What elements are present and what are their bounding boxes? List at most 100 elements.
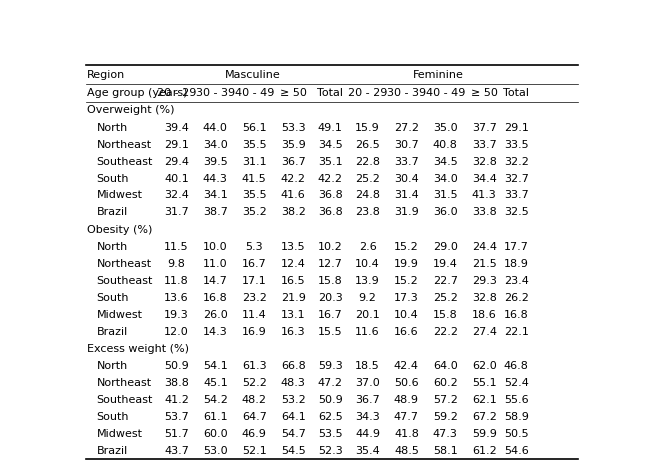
Text: 53.3: 53.3	[281, 123, 306, 133]
Text: Midwest: Midwest	[97, 190, 143, 200]
Text: 37.7: 37.7	[471, 123, 497, 133]
Text: 19.4: 19.4	[433, 259, 458, 269]
Text: 11.5: 11.5	[164, 242, 189, 252]
Text: 25.2: 25.2	[433, 293, 458, 303]
Text: 18.5: 18.5	[355, 361, 380, 371]
Text: 33.8: 33.8	[472, 207, 497, 217]
Text: 13.1: 13.1	[281, 310, 306, 320]
Text: 35.1: 35.1	[318, 157, 342, 167]
Text: 21.5: 21.5	[472, 259, 497, 269]
Text: 41.8: 41.8	[394, 429, 419, 439]
Text: ≥ 50: ≥ 50	[280, 88, 306, 98]
Text: 15.9: 15.9	[355, 123, 380, 133]
Text: 33.7: 33.7	[394, 157, 419, 167]
Text: 66.8: 66.8	[281, 361, 306, 371]
Text: Masculine: Masculine	[224, 70, 281, 80]
Text: 16.6: 16.6	[394, 327, 419, 336]
Text: 22.2: 22.2	[433, 327, 458, 336]
Text: 53.0: 53.0	[203, 446, 228, 456]
Text: 35.5: 35.5	[242, 190, 266, 200]
Text: 11.4: 11.4	[242, 310, 266, 320]
Text: 31.5: 31.5	[433, 190, 457, 200]
Text: 64.0: 64.0	[433, 361, 458, 371]
Text: 17.1: 17.1	[242, 276, 266, 286]
Text: 50.6: 50.6	[394, 378, 419, 388]
Text: 15.8: 15.8	[318, 276, 342, 286]
Text: 54.5: 54.5	[281, 446, 306, 456]
Text: 12.0: 12.0	[164, 327, 189, 336]
Text: 46.8: 46.8	[504, 361, 529, 371]
Text: 13.9: 13.9	[355, 276, 380, 286]
Text: 13.5: 13.5	[281, 242, 306, 252]
Text: 34.5: 34.5	[433, 157, 458, 167]
Text: 62.1: 62.1	[472, 395, 497, 405]
Text: 15.2: 15.2	[394, 242, 419, 252]
Text: 55.1: 55.1	[472, 378, 497, 388]
Text: 32.4: 32.4	[164, 190, 189, 200]
Text: 39.5: 39.5	[203, 157, 228, 167]
Text: 54.6: 54.6	[504, 446, 529, 456]
Text: 30.7: 30.7	[394, 139, 419, 150]
Text: 16.7: 16.7	[318, 310, 342, 320]
Text: 32.7: 32.7	[504, 174, 529, 183]
Text: 20 - 29: 20 - 29	[157, 88, 196, 98]
Text: 62.0: 62.0	[472, 361, 497, 371]
Text: 20.3: 20.3	[318, 293, 342, 303]
Text: 40.8: 40.8	[433, 139, 458, 150]
Text: 59.3: 59.3	[318, 361, 342, 371]
Text: 5.3: 5.3	[246, 242, 263, 252]
Text: 39.4: 39.4	[164, 123, 189, 133]
Text: 26.2: 26.2	[504, 293, 529, 303]
Text: South: South	[97, 174, 129, 183]
Text: South: South	[97, 293, 129, 303]
Text: 48.3: 48.3	[281, 378, 306, 388]
Text: 43.7: 43.7	[164, 446, 189, 456]
Text: 33.7: 33.7	[472, 139, 497, 150]
Text: 52.1: 52.1	[242, 446, 266, 456]
Text: 10.4: 10.4	[355, 259, 380, 269]
Text: 41.6: 41.6	[281, 190, 306, 200]
Text: 32.5: 32.5	[504, 207, 529, 217]
Text: Southeast: Southeast	[97, 395, 153, 405]
Text: 48.2: 48.2	[242, 395, 267, 405]
Text: 9.2: 9.2	[359, 293, 377, 303]
Text: 35.2: 35.2	[242, 207, 266, 217]
Text: 40 - 49: 40 - 49	[235, 88, 274, 98]
Text: Northeast: Northeast	[97, 378, 152, 388]
Text: 45.1: 45.1	[203, 378, 228, 388]
Text: 62.5: 62.5	[318, 412, 342, 422]
Text: Southeast: Southeast	[97, 276, 153, 286]
Text: 16.9: 16.9	[242, 327, 266, 336]
Text: 64.7: 64.7	[242, 412, 266, 422]
Text: Northeast: Northeast	[97, 139, 152, 150]
Text: 38.8: 38.8	[164, 378, 189, 388]
Text: 61.3: 61.3	[242, 361, 266, 371]
Text: 24.4: 24.4	[471, 242, 497, 252]
Text: 14.3: 14.3	[203, 327, 228, 336]
Text: 55.6: 55.6	[504, 395, 528, 405]
Text: 31.7: 31.7	[164, 207, 189, 217]
Text: 53.7: 53.7	[164, 412, 189, 422]
Text: 50.5: 50.5	[504, 429, 528, 439]
Text: Feminine: Feminine	[413, 70, 464, 80]
Text: 26.0: 26.0	[203, 310, 228, 320]
Text: 12.4: 12.4	[281, 259, 306, 269]
Text: 35.4: 35.4	[355, 446, 380, 456]
Text: 38.7: 38.7	[203, 207, 228, 217]
Text: 48.9: 48.9	[394, 395, 419, 405]
Text: 25.2: 25.2	[355, 174, 380, 183]
Text: 29.1: 29.1	[504, 123, 529, 133]
Text: 60.0: 60.0	[203, 429, 228, 439]
Text: 11.8: 11.8	[164, 276, 189, 286]
Text: 10.0: 10.0	[203, 242, 228, 252]
Text: 29.0: 29.0	[433, 242, 458, 252]
Text: 32.2: 32.2	[504, 157, 529, 167]
Text: 44.9: 44.9	[355, 429, 380, 439]
Text: 44.0: 44.0	[203, 123, 228, 133]
Text: 30.4: 30.4	[394, 174, 419, 183]
Text: 51.7: 51.7	[164, 429, 189, 439]
Text: 61.2: 61.2	[472, 446, 497, 456]
Text: 12.7: 12.7	[318, 259, 342, 269]
Text: 53.5: 53.5	[318, 429, 342, 439]
Text: Obesity (%): Obesity (%)	[87, 225, 152, 234]
